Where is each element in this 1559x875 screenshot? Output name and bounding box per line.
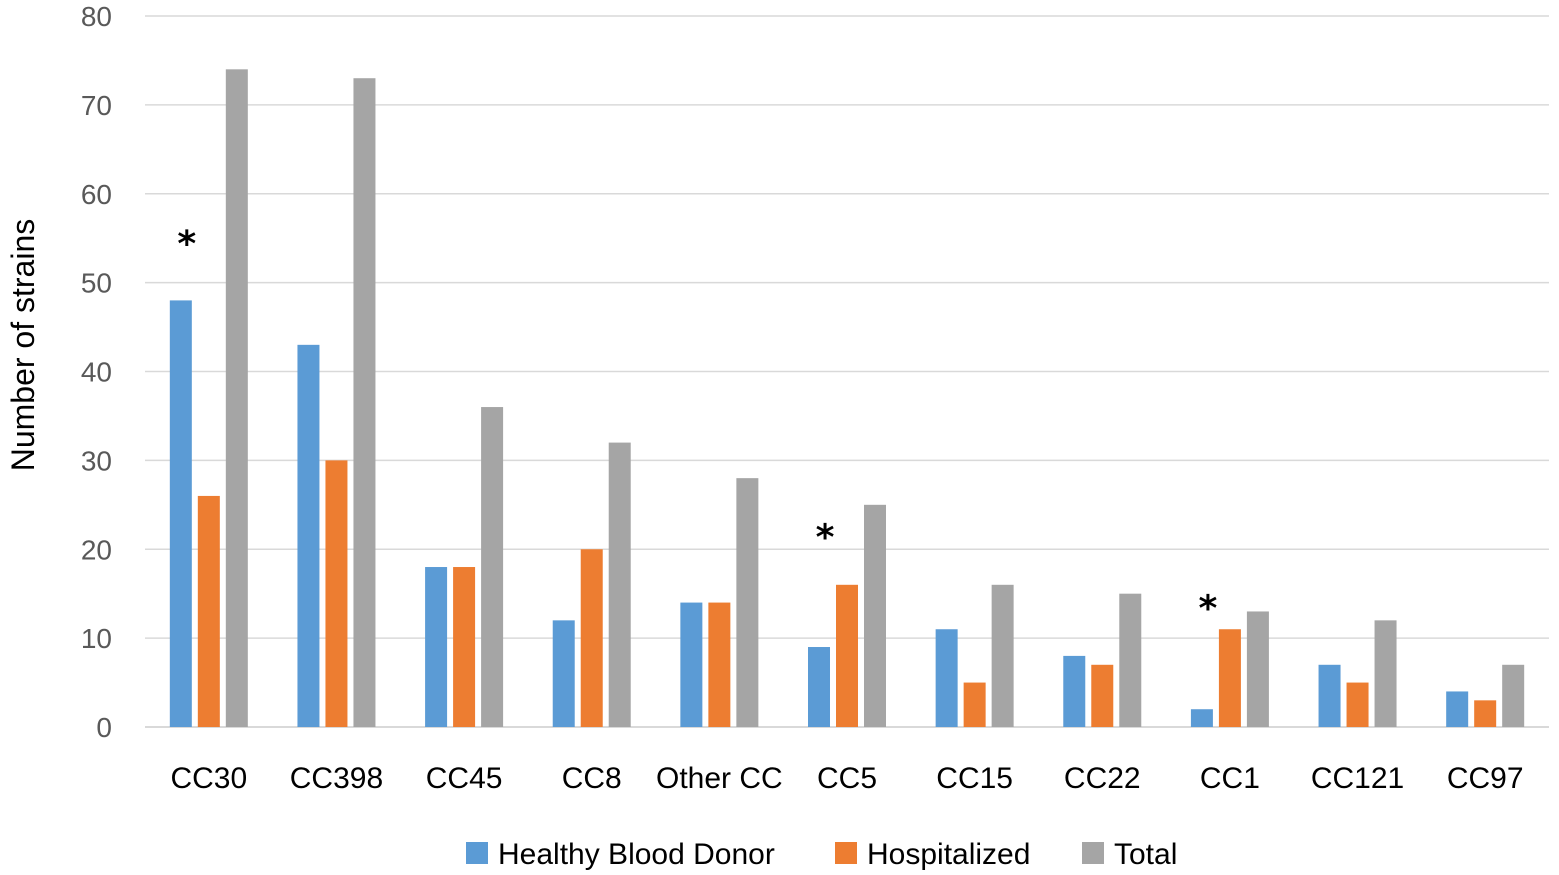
bar-cc15-healthy-blood-donor bbox=[935, 629, 958, 727]
legend: Healthy Blood Donor Hospitalized Total bbox=[466, 838, 1177, 871]
bar-cc5-hospitalized bbox=[836, 584, 858, 727]
x-tick-label: CC121 bbox=[1311, 762, 1404, 795]
x-axis-ticks: CC30 CC398 CC45 CC8 Other CC CC5 CC15 CC22 CC1 CC… bbox=[170, 762, 1523, 795]
legend-swatch-total bbox=[1082, 842, 1104, 864]
x-tick-label: CC97 bbox=[1447, 762, 1524, 795]
legend-label: Hospitalized bbox=[867, 838, 1030, 871]
bar-cc121-total bbox=[1374, 620, 1397, 727]
bar-cc5-healthy-blood-donor bbox=[808, 647, 830, 727]
bar-cc45-hospitalized bbox=[453, 567, 476, 727]
y-tick-label: 60 bbox=[81, 179, 112, 210]
significance-star: * bbox=[816, 517, 835, 558]
significance-star: * bbox=[177, 224, 196, 265]
bar-cc5-total bbox=[864, 504, 886, 727]
bar-other-cc-healthy-blood-donor bbox=[680, 602, 703, 727]
bar-cc121-hospitalized bbox=[1346, 682, 1369, 727]
bar-cc398-total bbox=[353, 78, 376, 727]
x-tick-label: CC398 bbox=[290, 762, 383, 795]
legend-swatch-hospitalized bbox=[835, 842, 857, 864]
bar-cc30-total bbox=[225, 69, 248, 727]
bar-cc121-healthy-blood-donor bbox=[1318, 664, 1341, 727]
x-tick-label: CC15 bbox=[936, 762, 1013, 795]
x-tick-label: CC5 bbox=[817, 762, 877, 795]
bar-cc398-hospitalized bbox=[325, 460, 348, 727]
bar-cc45-healthy-blood-donor bbox=[425, 567, 448, 727]
legend-label: Total bbox=[1114, 838, 1177, 871]
bar-cc15-total bbox=[991, 584, 1014, 727]
x-tick-label: CC22 bbox=[1064, 762, 1141, 795]
bar-cc22-hospitalized bbox=[1091, 664, 1114, 727]
y-tick-label: 50 bbox=[81, 268, 112, 299]
bar-cc97-healthy-blood-donor bbox=[1446, 691, 1469, 727]
bar-cc1-hospitalized bbox=[1218, 629, 1241, 727]
y-tick-label: 20 bbox=[81, 534, 112, 565]
bar-cc1-healthy-blood-donor bbox=[1190, 709, 1213, 727]
bar-other-cc-total bbox=[736, 478, 759, 727]
bar-cc97-total bbox=[1502, 664, 1525, 727]
bar-cc8-total bbox=[608, 442, 631, 727]
x-tick-label: CC1 bbox=[1200, 762, 1260, 795]
bar-other-cc-hospitalized bbox=[708, 602, 731, 727]
x-tick-label: CC8 bbox=[562, 762, 622, 795]
significance-annotations: * * * bbox=[177, 224, 1217, 629]
bar-cc30-healthy-blood-donor bbox=[169, 300, 192, 727]
bar-cc398-healthy-blood-donor bbox=[297, 344, 320, 727]
y-tick-label: 10 bbox=[81, 623, 112, 654]
bar-cc22-total bbox=[1119, 593, 1142, 727]
legend-label: Healthy Blood Donor bbox=[498, 838, 775, 871]
x-tick-label: CC45 bbox=[426, 762, 503, 795]
bar-cc1-total bbox=[1246, 611, 1269, 727]
bar-cc97-hospitalized bbox=[1474, 700, 1497, 727]
significance-star: * bbox=[1198, 589, 1217, 630]
y-tick-label: 30 bbox=[81, 445, 112, 476]
gridlines bbox=[145, 15, 1549, 728]
bar-cc45-total bbox=[481, 407, 504, 727]
bars bbox=[169, 69, 1525, 727]
y-tick-label: 40 bbox=[81, 357, 112, 388]
x-tick-label: CC30 bbox=[170, 762, 247, 795]
bar-cc8-healthy-blood-donor bbox=[552, 620, 575, 727]
bar-cc30-hospitalized bbox=[197, 495, 220, 727]
y-tick-label: 80 bbox=[81, 1, 112, 32]
y-tick-label: 0 bbox=[96, 712, 112, 743]
legend-swatch-healthy-blood-donor bbox=[466, 842, 488, 864]
y-tick-label: 70 bbox=[81, 90, 112, 121]
y-axis-title: Number of strains bbox=[5, 219, 41, 472]
bar-cc22-healthy-blood-donor bbox=[1063, 655, 1086, 727]
x-tick-label: Other CC bbox=[656, 762, 783, 795]
bar-cc8-hospitalized bbox=[580, 549, 603, 727]
y-axis-ticks: 0 10 20 30 40 50 60 70 80 bbox=[81, 1, 112, 743]
bar-cc15-hospitalized bbox=[963, 682, 986, 727]
